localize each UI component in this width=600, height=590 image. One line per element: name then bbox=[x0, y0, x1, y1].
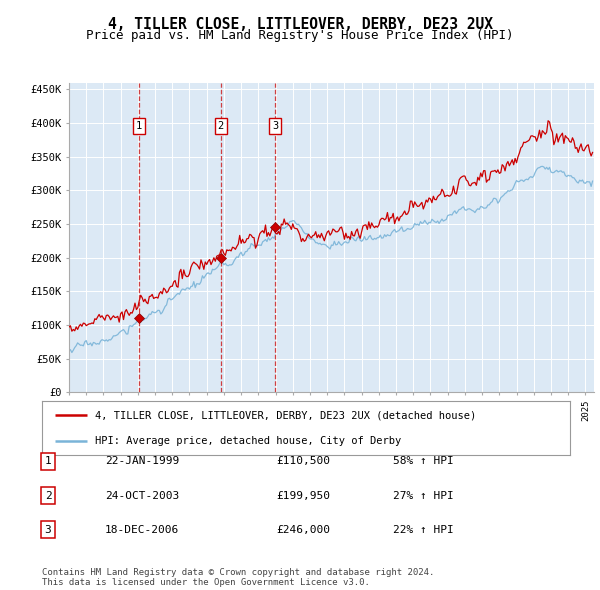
Text: 24-OCT-2003: 24-OCT-2003 bbox=[105, 491, 179, 500]
Text: 22% ↑ HPI: 22% ↑ HPI bbox=[393, 525, 454, 535]
Text: 27% ↑ HPI: 27% ↑ HPI bbox=[393, 491, 454, 500]
Text: 2: 2 bbox=[44, 491, 52, 500]
Text: £199,950: £199,950 bbox=[276, 491, 330, 500]
Text: 22-JAN-1999: 22-JAN-1999 bbox=[105, 457, 179, 466]
Text: 4, TILLER CLOSE, LITTLEOVER, DERBY, DE23 2UX (detached house): 4, TILLER CLOSE, LITTLEOVER, DERBY, DE23… bbox=[95, 410, 476, 420]
Text: 1: 1 bbox=[44, 457, 52, 466]
Text: 18-DEC-2006: 18-DEC-2006 bbox=[105, 525, 179, 535]
Text: Contains HM Land Registry data © Crown copyright and database right 2024.
This d: Contains HM Land Registry data © Crown c… bbox=[42, 568, 434, 587]
Text: HPI: Average price, detached house, City of Derby: HPI: Average price, detached house, City… bbox=[95, 437, 401, 447]
Text: 2: 2 bbox=[218, 122, 224, 132]
Text: 3: 3 bbox=[44, 525, 52, 535]
Text: 58% ↑ HPI: 58% ↑ HPI bbox=[393, 457, 454, 466]
Text: £246,000: £246,000 bbox=[276, 525, 330, 535]
Text: 3: 3 bbox=[272, 122, 278, 132]
Text: £110,500: £110,500 bbox=[276, 457, 330, 466]
Text: 1: 1 bbox=[136, 122, 142, 132]
Text: 4, TILLER CLOSE, LITTLEOVER, DERBY, DE23 2UX: 4, TILLER CLOSE, LITTLEOVER, DERBY, DE23… bbox=[107, 17, 493, 31]
Text: Price paid vs. HM Land Registry's House Price Index (HPI): Price paid vs. HM Land Registry's House … bbox=[86, 30, 514, 42]
